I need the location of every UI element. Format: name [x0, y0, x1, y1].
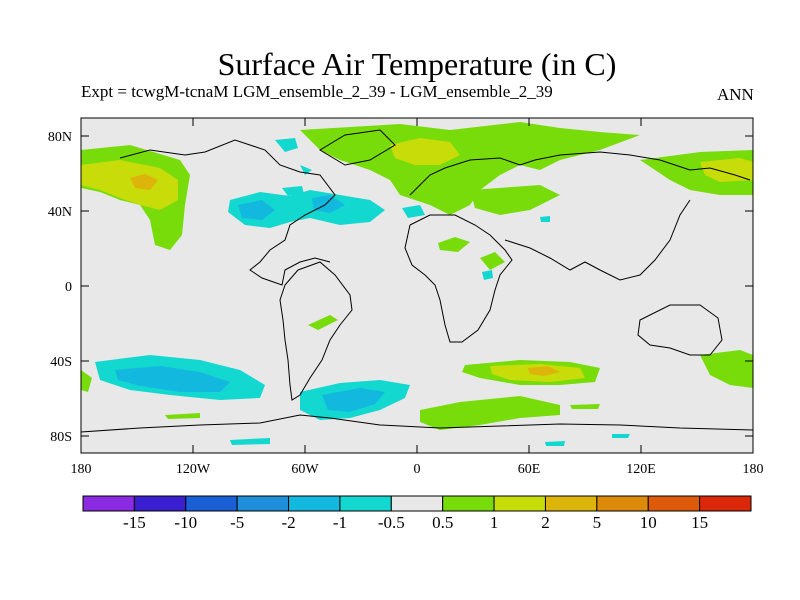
region-sp-blue	[115, 366, 230, 392]
coast-greenland	[319, 129, 396, 166]
colorbar-swatch	[288, 495, 341, 512]
region-africa-patch	[438, 237, 470, 252]
colorbar-swatch	[390, 495, 444, 512]
colorbar-label: -0.5	[378, 513, 405, 532]
lon-label-120e: 120E	[626, 462, 656, 477]
anomaly-shading-blue	[115, 195, 385, 412]
lon-label-120w: 120W	[176, 462, 211, 477]
colorbar-swatch	[442, 495, 495, 512]
colorbar-label: -1	[333, 513, 347, 532]
region-antarctic-cyan-2	[545, 441, 565, 446]
colorbar-label: -15	[123, 513, 146, 532]
lon-label-60e: 60E	[518, 462, 541, 477]
coast-antarctica	[80, 414, 754, 433]
region-antarctic-strip	[165, 413, 200, 419]
lat-label-0: 0	[65, 280, 72, 295]
lat-label-40s: 40S	[50, 355, 72, 370]
region-north-america-cyan	[228, 190, 385, 228]
region-south-atlantic-small	[308, 315, 338, 330]
lon-label-180w: 180	[71, 462, 92, 477]
colorbar-label: -2	[281, 513, 295, 532]
region-pacific-orange	[130, 174, 158, 190]
colorbar-swatch	[493, 495, 546, 512]
lon-label-180e: 180	[743, 462, 764, 477]
colorbar-swatch	[236, 495, 290, 512]
lat-label-40n: 40N	[48, 205, 72, 220]
region-antarctic-strip-2	[570, 404, 600, 409]
coast-asia-south	[504, 199, 691, 281]
colorbar-swatch	[82, 495, 135, 512]
region-southern-ocean	[420, 396, 560, 430]
colorbar-label: 0.5	[432, 513, 453, 532]
region-siberia-yellow	[700, 158, 753, 182]
region-antarctic-cyan	[230, 438, 270, 445]
region-mediterranean-cyan	[540, 216, 550, 222]
experiment-subtitle: Expt = tcwgM-tcnaM LGM_ensemble_2_39 - L…	[81, 82, 553, 101]
region-sa-blue	[322, 388, 385, 412]
region-antarctic-cyan-3	[612, 434, 630, 438]
colorbar-swatch	[339, 495, 392, 512]
colorbar-label: -5	[230, 513, 244, 532]
lon-label-0: 0	[414, 462, 421, 477]
region-arctic-north-atlantic	[300, 122, 640, 215]
region-na-blue	[238, 200, 275, 220]
map-ticks	[81, 118, 753, 453]
colorbar-label: 10	[640, 513, 657, 532]
region-eurasia-band	[470, 185, 560, 215]
colorbar-swatch	[544, 495, 598, 512]
latitude-labels: 80N 40N 0 40S 80S	[48, 130, 72, 445]
colorbar-swatch	[699, 495, 752, 512]
coast-north-america	[119, 139, 336, 286]
coast-africa	[404, 214, 513, 343]
colorbar-label: 2	[541, 513, 550, 532]
colorbar-swatch	[133, 495, 187, 512]
colorbar-swatch	[185, 495, 238, 512]
colorbar-swatch	[596, 495, 649, 512]
lon-label-60w: 60W	[291, 462, 319, 477]
colorbar-label: 1	[490, 513, 499, 532]
coast-australia	[637, 304, 723, 356]
colorbar-label: 5	[593, 513, 602, 532]
colorbar-swatch	[647, 495, 701, 512]
region-atlantic-yellow	[390, 138, 460, 165]
region-hudson-cyan	[300, 165, 312, 175]
coast-south-america	[279, 261, 353, 401]
colorbar-label: -10	[174, 513, 197, 532]
season-label: ANN	[717, 85, 754, 104]
lat-label-80n: 80N	[48, 130, 72, 145]
region-indian-orange	[528, 366, 560, 376]
colorbar-label: 15	[691, 513, 708, 532]
region-pacific-yellow	[81, 160, 178, 210]
longitude-labels: 180 120W 60W 0 60E 120E 180	[71, 462, 764, 477]
anomaly-shading-orange	[130, 174, 560, 376]
region-canada-cyan	[282, 186, 304, 196]
region-west-edge	[81, 370, 92, 392]
colorbar: -15 -10 -5 -2 -1 -0.5 0.5 1 2 5 10 15	[82, 495, 752, 532]
coast-europe	[409, 151, 751, 196]
region-east-africa	[480, 252, 505, 270]
region-africa-cyan	[482, 270, 493, 280]
region-greenland-cyan	[275, 138, 298, 152]
coastlines	[80, 129, 754, 433]
region-atlantic-blue	[312, 195, 345, 213]
chart-title: Surface Air Temperature (in C)	[217, 46, 617, 82]
region-europe-cyan	[402, 205, 425, 218]
lat-label-80s: 80S	[50, 430, 72, 445]
region-south-pacific-east	[700, 350, 753, 388]
map-panel: 80N 40N 0 40S 80S 180 120W 60W 0 60E 120…	[48, 117, 764, 477]
